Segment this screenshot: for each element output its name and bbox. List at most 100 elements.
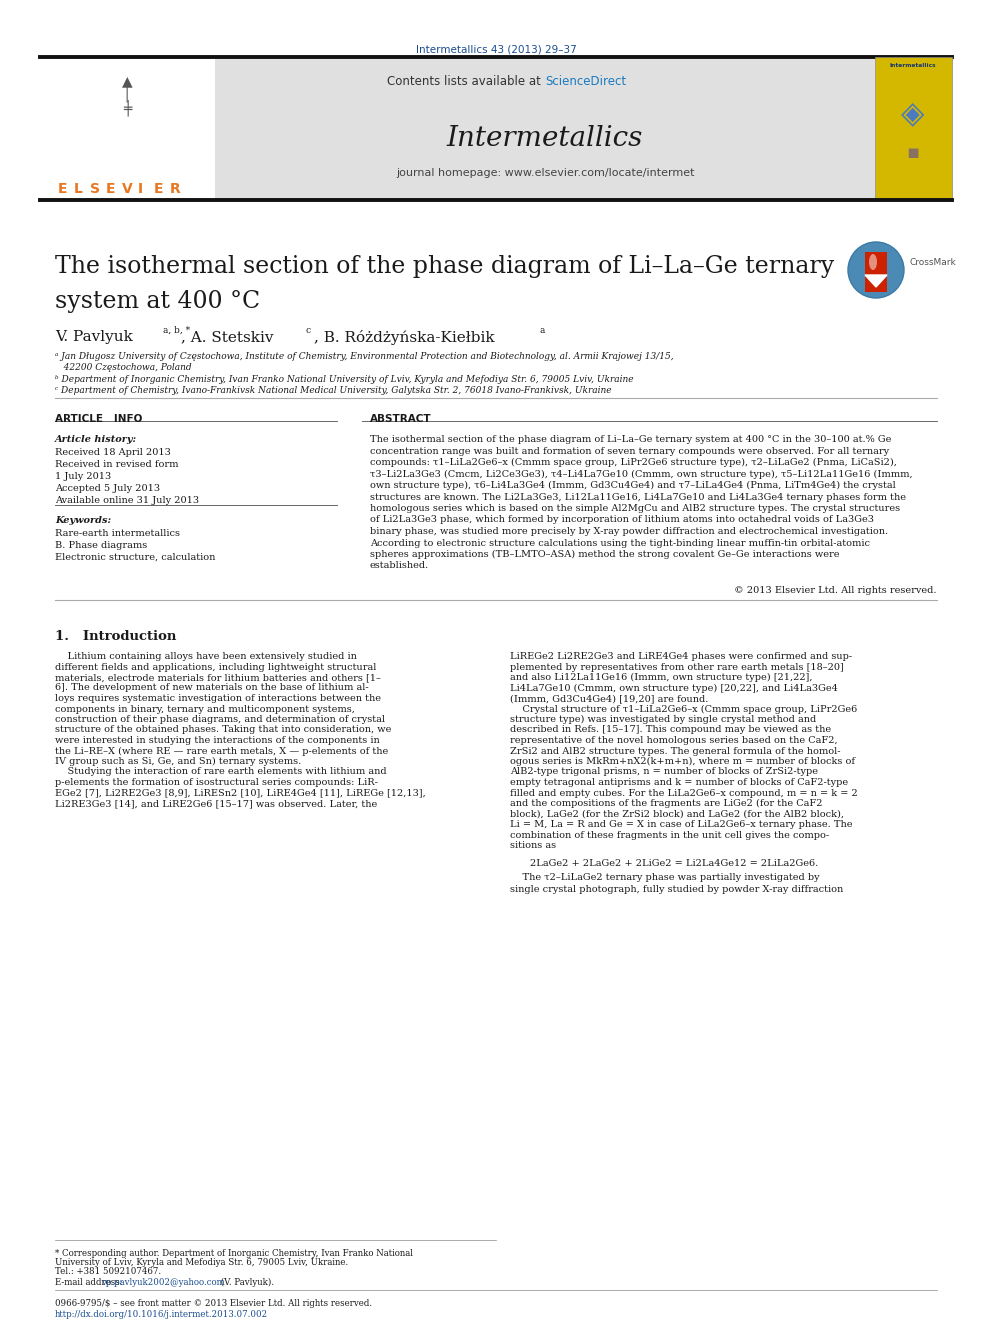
Text: (Immm, Gd3Cu4Ge4) [19,20] are found.: (Immm, Gd3Cu4Ge4) [19,20] are found. [510, 695, 708, 703]
Text: © 2013 Elsevier Ltd. All rights reserved.: © 2013 Elsevier Ltd. All rights reserved… [734, 586, 937, 595]
Text: construction of their phase diagrams, and determination of crystal: construction of their phase diagrams, an… [55, 714, 385, 724]
Text: materials, electrode materials for lithium batteries and others [1–: materials, electrode materials for lithi… [55, 673, 381, 681]
Text: ogous series is MkRm+nX2(k+m+n), where m = number of blocks of: ogous series is MkRm+nX2(k+m+n), where m… [510, 757, 855, 766]
Text: c: c [306, 325, 311, 335]
Text: vp.pavlyuk2002@yahoo.com: vp.pavlyuk2002@yahoo.com [101, 1278, 225, 1287]
Text: structure type) was investigated by single crystal method and: structure type) was investigated by sing… [510, 714, 816, 724]
Text: ▪: ▪ [907, 143, 920, 161]
Text: compounds: τ1–LiLa2Ge6–x (Cmmm space group, LiPr2Ge6 structure type), τ2–LiLaGe2: compounds: τ1–LiLa2Ge6–x (Cmmm space gro… [370, 458, 897, 467]
Text: of Li2La3Ge3 phase, which formed by incorporation of lithium atoms into octahedr: of Li2La3Ge3 phase, which formed by inco… [370, 516, 874, 524]
FancyBboxPatch shape [875, 57, 952, 200]
Text: Crystal structure of τ1–LiLa2Ge6–x (Cmmm space group, LiPr2Ge6: Crystal structure of τ1–LiLa2Ge6–x (Cmmm… [510, 705, 857, 713]
FancyBboxPatch shape [40, 57, 215, 200]
Text: B. Phase diagrams: B. Phase diagrams [55, 541, 147, 550]
Text: The isothermal section of the phase diagram of Li–La–Ge ternary: The isothermal section of the phase diag… [55, 255, 834, 278]
Text: ᶜ Department of Chemistry, Ivano-Frankivsk National Medical University, Galytska: ᶜ Department of Chemistry, Ivano-Frankiv… [55, 386, 612, 396]
Text: a: a [540, 325, 546, 335]
Text: binary phase, was studied more precisely by X-ray powder diffraction and electro: binary phase, was studied more precisely… [370, 527, 888, 536]
Text: L: L [74, 183, 83, 196]
Text: single crystal photograph, fully studied by powder X-ray diffraction: single crystal photograph, fully studied… [510, 885, 843, 893]
Text: AlB2-type trigonal prisms, n = number of blocks of ZrSi2-type: AlB2-type trigonal prisms, n = number of… [510, 767, 818, 777]
Text: block), LaGe2 (for the ZrSi2 block) and LaGe2 (for the AlB2 block),: block), LaGe2 (for the ZrSi2 block) and … [510, 810, 844, 819]
Text: The τ2–LiLaGe2 ternary phase was partially investigated by: The τ2–LiLaGe2 ternary phase was partial… [510, 873, 819, 882]
Text: Available online 31 July 2013: Available online 31 July 2013 [55, 496, 199, 505]
Text: ScienceDirect: ScienceDirect [545, 75, 626, 89]
Text: own structure type), τ6–Li4La3Ge4 (Immm, Gd3Cu4Ge4) and τ7–LiLa4Ge4 (Pnma, LiTm4: own structure type), τ6–Li4La3Ge4 (Immm,… [370, 482, 896, 490]
Text: Electronic structure, calculation: Electronic structure, calculation [55, 553, 215, 562]
Text: EGe2 [7], Li2RE2Ge3 [8,9], LiRESn2 [10], LiRE4Ge4 [11], LiREGe [12,13],: EGe2 [7], Li2RE2Ge3 [8,9], LiRESn2 [10],… [55, 789, 426, 798]
Text: Li4La7Ge10 (Cmmm, own structure type) [20,22], and Li4La3Ge4: Li4La7Ge10 (Cmmm, own structure type) [2… [510, 684, 838, 693]
Text: http://dx.doi.org/10.1016/j.intermet.2013.07.002: http://dx.doi.org/10.1016/j.intermet.201… [55, 1310, 268, 1319]
Text: plemented by representatives from other rare earth metals [18–20]: plemented by representatives from other … [510, 663, 844, 672]
Text: R: R [170, 183, 181, 196]
Text: ◈: ◈ [902, 101, 925, 130]
Text: ZrSi2 and AlB2 structure types. The general formula of the homol-: ZrSi2 and AlB2 structure types. The gene… [510, 746, 840, 755]
Text: journal homepage: www.elsevier.com/locate/intermet: journal homepage: www.elsevier.com/locat… [396, 168, 694, 179]
Text: a, b, *: a, b, * [163, 325, 190, 335]
FancyBboxPatch shape [215, 57, 875, 200]
Text: structure of the obtained phases. Taking that into consideration, we: structure of the obtained phases. Taking… [55, 725, 392, 734]
Text: Received in revised form: Received in revised form [55, 460, 179, 468]
Text: concentration range was built and formation of seven ternary compounds were obse: concentration range was built and format… [370, 446, 889, 455]
Text: E-mail address:: E-mail address: [55, 1278, 125, 1287]
Text: V. Pavlyuk: V. Pavlyuk [55, 329, 133, 344]
Text: sitions as: sitions as [510, 841, 557, 849]
Text: structures are known. The Li2La3Ge3, Li12La11Ge16, Li4La7Ge10 and Li4La3Ge4 tern: structures are known. The Li2La3Ge3, Li1… [370, 492, 906, 501]
Text: representative of the novel homologous series based on the CaF2,: representative of the novel homologous s… [510, 736, 837, 745]
Text: IV group such as Si, Ge, and Sn) ternary systems.: IV group such as Si, Ge, and Sn) ternary… [55, 757, 302, 766]
Text: and also Li12La11Ge16 (Immm, own structure type) [21,22],: and also Li12La11Ge16 (Immm, own structu… [510, 673, 812, 683]
Text: Accepted 5 July 2013: Accepted 5 July 2013 [55, 484, 160, 493]
Text: The isothermal section of the phase diagram of Li–La–Ge ternary system at 400 °C: The isothermal section of the phase diag… [370, 435, 892, 445]
Ellipse shape [869, 254, 877, 270]
Text: were interested in studying the interactions of the components in: were interested in studying the interact… [55, 736, 380, 745]
Text: (V. Pavlyuk).: (V. Pavlyuk). [218, 1278, 274, 1287]
Text: E: E [58, 183, 67, 196]
Text: University of Lviv, Kyryla and Mefodiya Str. 6, 79005 Lviv, Ukraine.: University of Lviv, Kyryla and Mefodiya … [55, 1258, 348, 1267]
Text: Intermetallics: Intermetallics [890, 64, 936, 67]
Text: 42200 Częstochowa, Poland: 42200 Częstochowa, Poland [55, 363, 191, 372]
Text: system at 400 °C: system at 400 °C [55, 290, 260, 314]
Text: S: S [90, 183, 100, 196]
Text: combination of these fragments in the unit cell gives the compo-: combination of these fragments in the un… [510, 831, 829, 840]
Text: ABSTRACT: ABSTRACT [370, 414, 432, 423]
Text: the Li–RE–X (where RE — rare earth metals, X — p-elements of the: the Li–RE–X (where RE — rare earth metal… [55, 746, 388, 755]
Text: Li2RE3Ge3 [14], and LiRE2Ge6 [15–17] was observed. Later, the: Li2RE3Ge3 [14], and LiRE2Ge6 [15–17] was… [55, 799, 377, 808]
Text: empty tetragonal antiprisms and k = number of blocks of CaF2-type: empty tetragonal antiprisms and k = numb… [510, 778, 848, 787]
Text: spheres approximations (TB–LMTO–ASA) method the strong covalent Ge–Ge interactio: spheres approximations (TB–LMTO–ASA) met… [370, 550, 839, 560]
Text: 2LaGe2 + 2LaGe2 + 2LiGe2 = Li2La4Ge12 = 2LiLa2Ge6.: 2LaGe2 + 2LaGe2 + 2LiGe2 = Li2La4Ge12 = … [530, 860, 818, 868]
Text: components in binary, ternary and multicomponent systems,: components in binary, ternary and multic… [55, 705, 355, 713]
Text: Contents lists available at: Contents lists available at [387, 75, 545, 89]
Text: CrossMark: CrossMark [909, 258, 955, 267]
Text: E: E [154, 183, 164, 196]
Text: V: V [122, 183, 133, 196]
Text: According to electronic structure calculations using the tight-binding linear mu: According to electronic structure calcul… [370, 538, 870, 548]
Text: and the compositions of the fragments are LiGe2 (for the CaF2: and the compositions of the fragments ar… [510, 799, 822, 808]
Text: Keywords:: Keywords: [55, 516, 111, 525]
Text: Rare-earth intermetallics: Rare-earth intermetallics [55, 529, 180, 538]
Text: ▲
│
╪: ▲ │ ╪ [122, 74, 132, 116]
Text: Tel.: +381 5092107467.: Tel.: +381 5092107467. [55, 1267, 161, 1275]
Text: Lithium containing alloys have been extensively studied in: Lithium containing alloys have been exte… [55, 652, 357, 662]
Text: Received 18 April 2013: Received 18 April 2013 [55, 448, 171, 456]
Text: τ3–Li2La3Ge3 (Cmcm, Li2Ce3Ge3), τ4–Li4La7Ge10 (Cmmm, own structure type), τ5–Li1: τ3–Li2La3Ge3 (Cmcm, Li2Ce3Ge3), τ4–Li4La… [370, 470, 913, 479]
Text: ᵃ Jan Długosz University of Częstochowa, Institute of Chemistry, Environmental P: ᵃ Jan Długosz University of Częstochowa,… [55, 352, 674, 361]
Circle shape [848, 242, 904, 298]
Text: * Corresponding author. Department of Inorganic Chemistry, Ivan Franko National: * Corresponding author. Department of In… [55, 1249, 413, 1258]
Text: 6]. The development of new materials on the base of lithium al-: 6]. The development of new materials on … [55, 684, 369, 692]
Text: 1.   Introduction: 1. Introduction [55, 630, 177, 643]
Text: filled and empty cubes. For the LiLa2Ge6–x compound, m = n = k = 2: filled and empty cubes. For the LiLa2Ge6… [510, 789, 858, 798]
Text: loys requires systematic investigation of interactions between the: loys requires systematic investigation o… [55, 695, 381, 703]
Text: Article history:: Article history: [55, 435, 137, 445]
Text: , B. Różdżyńska-Kiełbik: , B. Różdżyńska-Kiełbik [314, 329, 495, 345]
Text: p-elements the formation of isostructural series compounds: LiR-: p-elements the formation of isostructura… [55, 778, 378, 787]
Text: I: I [138, 183, 143, 196]
Text: homologous series which is based on the simple Al2MgCu and AlB2 structure types.: homologous series which is based on the … [370, 504, 900, 513]
Text: , A. Stetskiv: , A. Stetskiv [181, 329, 274, 344]
Text: different fields and applications, including lightweight structural: different fields and applications, inclu… [55, 663, 376, 672]
Text: 0966-9795/$ – see front matter © 2013 Elsevier Ltd. All rights reserved.: 0966-9795/$ – see front matter © 2013 El… [55, 1299, 372, 1308]
Text: E: E [106, 183, 115, 196]
Text: Intermetallics 43 (2013) 29–37: Intermetallics 43 (2013) 29–37 [416, 45, 576, 56]
Text: Intermetallics: Intermetallics [446, 124, 643, 152]
Text: LiREGe2 Li2RE2Ge3 and LiRE4Ge4 phases were confirmed and sup-: LiREGe2 Li2RE2Ge3 and LiRE4Ge4 phases we… [510, 652, 852, 662]
Text: ARTICLE   INFO: ARTICLE INFO [55, 414, 143, 423]
